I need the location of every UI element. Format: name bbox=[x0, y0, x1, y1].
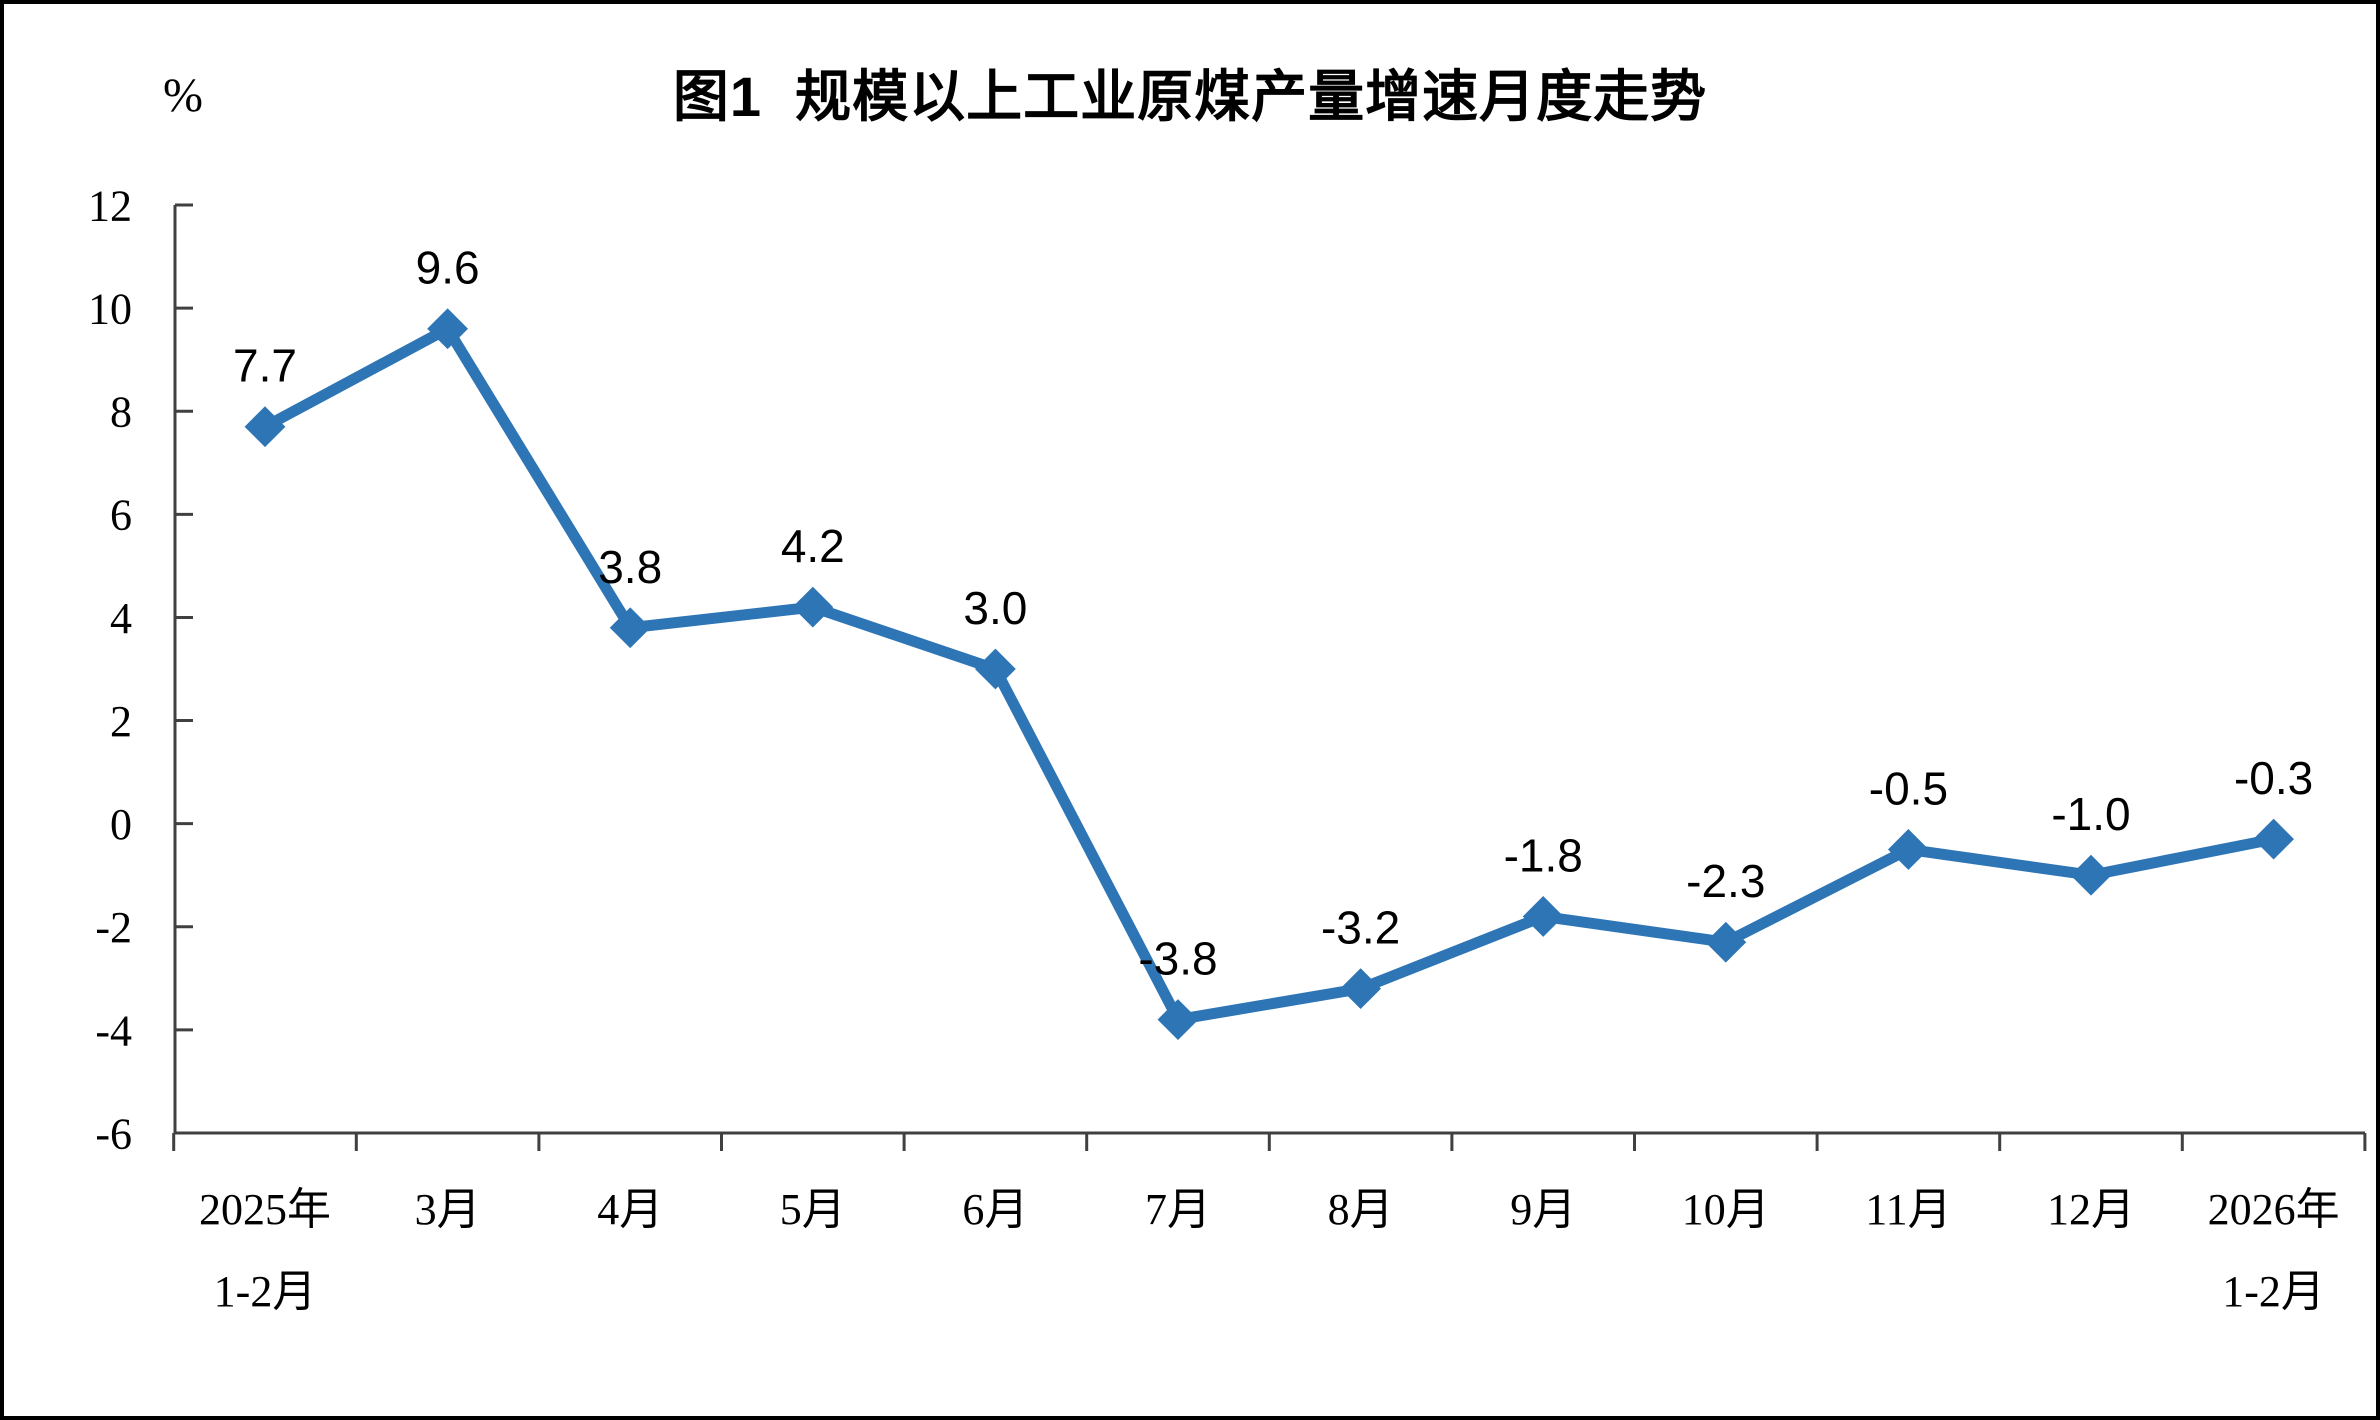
y-tick-label: -4 bbox=[95, 1006, 132, 1055]
trend-line bbox=[262, 321, 2275, 1026]
x-category-label: 10月 bbox=[1682, 1185, 1770, 1234]
data-point-label: -1.8 bbox=[1504, 829, 1583, 881]
x-category-label: 6月 bbox=[962, 1185, 1028, 1234]
data-point-marker bbox=[427, 308, 469, 350]
data-point-marker bbox=[244, 406, 286, 448]
x-category-label: 2026年 bbox=[2208, 1185, 2340, 1234]
x-category-label: 9月 bbox=[1510, 1185, 1576, 1234]
data-point-label: -0.3 bbox=[2234, 752, 2313, 804]
data-point-label: -2.3 bbox=[1686, 855, 1765, 907]
data-point-marker bbox=[1340, 968, 1382, 1010]
x-category-label: 11月 bbox=[1865, 1185, 1951, 1234]
x-category-label: 5月 bbox=[780, 1185, 846, 1234]
data-point-label: 9.6 bbox=[416, 242, 480, 294]
y-tick-label: 0 bbox=[110, 800, 132, 849]
data-point-marker bbox=[2070, 854, 2112, 896]
y-tick-label: 6 bbox=[110, 491, 132, 540]
y-tick-label: 2 bbox=[110, 697, 132, 746]
data-point-marker bbox=[609, 607, 651, 649]
y-axis-unit-label: % bbox=[163, 69, 203, 122]
data-point-label: 3.0 bbox=[963, 582, 1027, 634]
y-tick-label: -6 bbox=[95, 1109, 132, 1158]
y-tick-label: 10 bbox=[88, 285, 132, 334]
chart-title: 图1 规模以上工业原煤产量增速月度走势 bbox=[672, 65, 1708, 128]
y-tick-label: 4 bbox=[110, 594, 132, 643]
data-point-label: -3.8 bbox=[1138, 933, 1217, 985]
data-point-marker bbox=[2253, 818, 2295, 860]
data-point-marker bbox=[1887, 829, 1929, 870]
data-point-marker bbox=[792, 586, 834, 628]
x-category-label: 12月 bbox=[2047, 1185, 2135, 1234]
x-category-label: 4月 bbox=[597, 1185, 663, 1234]
data-point-label: -0.5 bbox=[1869, 762, 1948, 814]
data-point-label: 4.2 bbox=[781, 520, 845, 572]
x-category-label: 1-2月 bbox=[2222, 1267, 2325, 1316]
y-tick-label: 12 bbox=[88, 181, 132, 230]
y-tick-label: -2 bbox=[95, 903, 132, 952]
data-point-label: 7.7 bbox=[233, 340, 297, 392]
x-category-label: 1-2月 bbox=[214, 1267, 317, 1316]
x-category-label: 7月 bbox=[1145, 1185, 1211, 1234]
x-category-label: 8月 bbox=[1328, 1185, 1394, 1234]
data-point-marker bbox=[1705, 921, 1747, 963]
data-point-marker bbox=[1522, 896, 1564, 937]
x-category-label: 2025年 bbox=[199, 1185, 331, 1234]
data-point-label: -3.2 bbox=[1321, 902, 1400, 954]
x-category-label: 3月 bbox=[415, 1185, 481, 1234]
data-point-label: 3.8 bbox=[598, 541, 662, 593]
data-point-marker bbox=[1157, 999, 1199, 1040]
data-point-marker bbox=[974, 648, 1016, 690]
data-point-label: -1.0 bbox=[2051, 788, 2130, 840]
y-tick-label: 8 bbox=[110, 388, 132, 437]
